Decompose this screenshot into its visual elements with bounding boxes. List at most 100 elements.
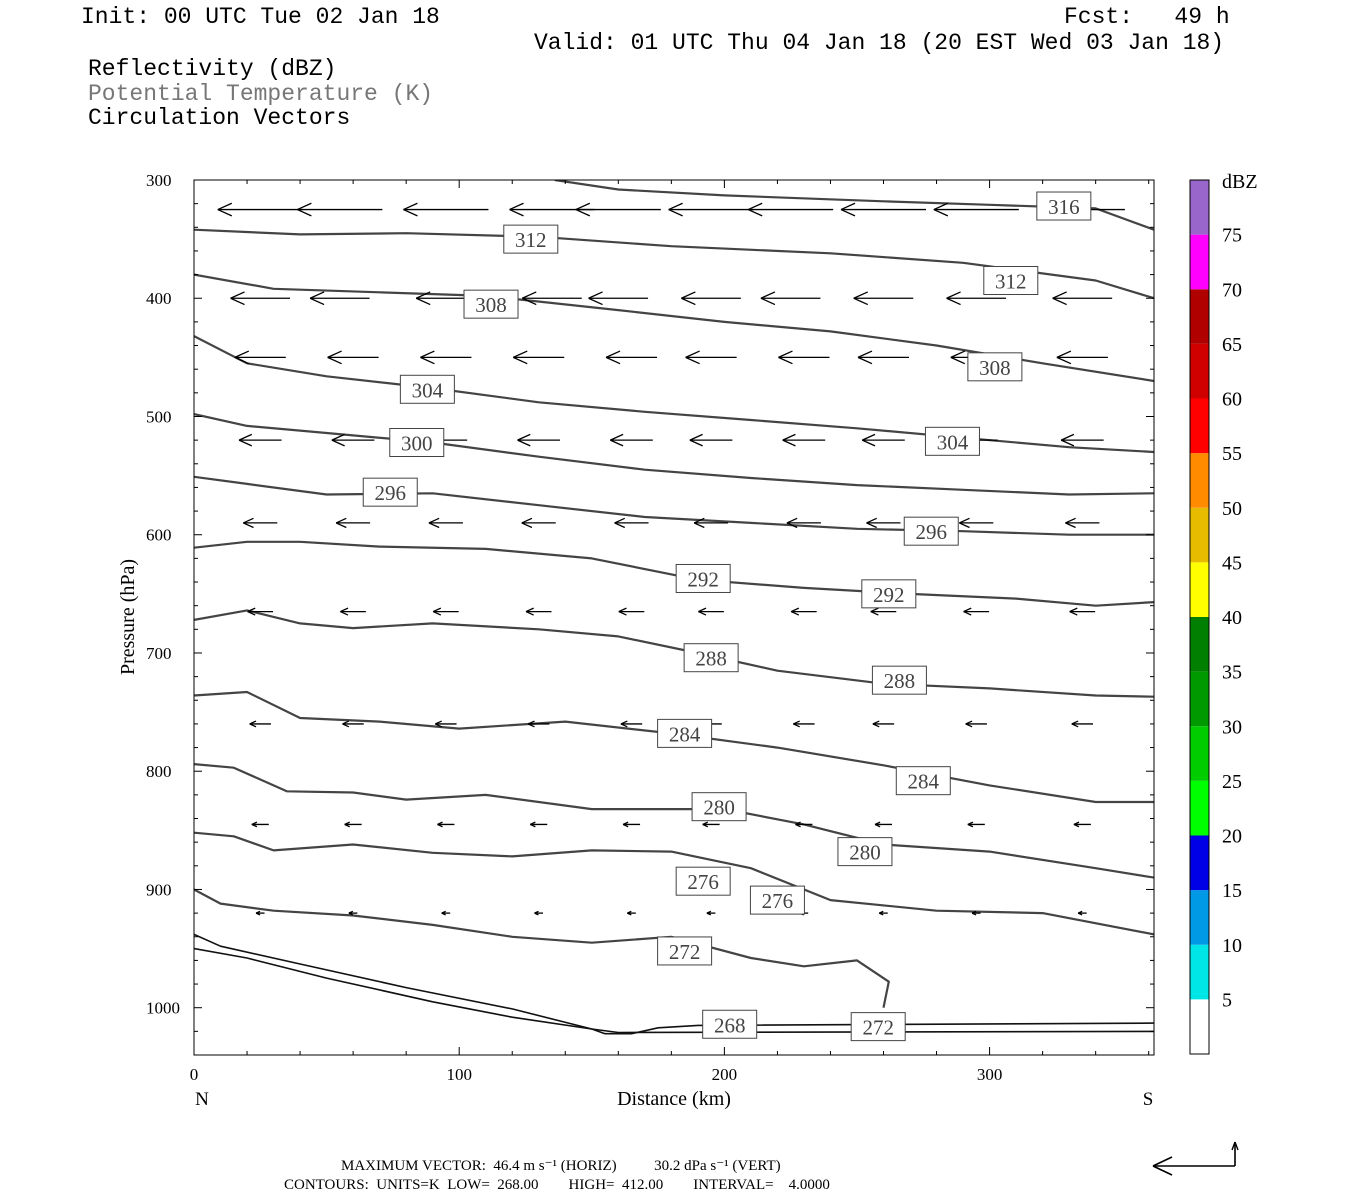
circulation-vector (1077, 910, 1087, 916)
circulation-vector (971, 910, 981, 916)
circulation-vector (786, 517, 821, 529)
circulation-vector (706, 910, 716, 916)
svg-text:288: 288 (695, 647, 727, 671)
contour-label-308: 308 (967, 352, 1023, 382)
axis-ticks: 300 400 500 600 700 800 900 1000 0 100 200 300 (146, 171, 1154, 1084)
theta-contour-284 (194, 690, 1154, 804)
y-tick-label: 600 (146, 526, 172, 545)
circulation-vector (627, 910, 636, 916)
circulation-vector (959, 517, 994, 529)
circulation-vector (517, 433, 561, 447)
circulation-vector (529, 821, 548, 828)
theta-contour-312 (194, 228, 1154, 300)
circulation-vector (230, 291, 291, 306)
circulation-vector (441, 910, 451, 916)
contour-info: CONTOURS: UNITS=K LOW= 268.00 HIGH= 412.… (284, 1177, 830, 1193)
circulation-vector (251, 821, 269, 828)
colorbar-label: 65 (1222, 334, 1242, 356)
circulation-vector (588, 291, 649, 306)
theta-contour-276 (194, 831, 1154, 936)
colorbar-label: 55 (1222, 443, 1242, 465)
contour-label-272: 272 (657, 936, 713, 966)
circulation-vector (668, 202, 754, 217)
svg-text:276: 276 (762, 889, 794, 913)
y-tick-label: 700 (146, 644, 172, 663)
contour-label-292: 292 (861, 579, 917, 609)
circulation-vector (963, 607, 990, 616)
theta-contour-288 (194, 609, 1154, 698)
init-time: Init: 00 UTC Tue 02 Jan 18 (81, 4, 440, 30)
colorbar-segment (1190, 780, 1209, 836)
svg-text:268: 268 (714, 1013, 746, 1037)
svg-text:272: 272 (862, 1016, 894, 1040)
contour-label-288: 288 (683, 643, 739, 673)
colorbar-segment (1190, 234, 1209, 290)
circulation-vector (965, 720, 987, 728)
svg-text:276: 276 (687, 870, 719, 894)
circulation-vector (525, 607, 552, 616)
circulation-vector (967, 821, 985, 828)
circulation-vector (1073, 821, 1091, 828)
y-tick-label: 1000 (146, 999, 180, 1018)
colorbar-segment (1190, 726, 1209, 781)
dbz-colorbar: 5 10 15 20 25 30 35 40 45 50 55 60 65 70 75 (1189, 179, 1242, 1055)
circulation-vector (255, 910, 265, 916)
y-axis-title: Pressure (hPa) (117, 559, 139, 675)
y-tick-label: 500 (146, 407, 172, 426)
contour-label-296: 296 (903, 516, 959, 546)
circulation-vector (861, 433, 905, 447)
contour-label-308: 308 (463, 289, 519, 319)
svg-text:280: 280 (703, 796, 735, 820)
circulation-vector (782, 433, 826, 447)
colorbar-unit: dBZ (1222, 171, 1258, 193)
circulation-vector (1052, 291, 1113, 306)
circulation-vector (874, 821, 893, 828)
reference-vector-icon (1152, 1141, 1239, 1176)
circulation-vector (1056, 350, 1108, 365)
theta-contour-300 (194, 413, 1154, 496)
svg-text:316: 316 (1048, 195, 1080, 219)
colorbar-label: 25 (1222, 771, 1242, 793)
circulation-vector (348, 910, 358, 916)
colorbar-segment (1190, 507, 1209, 563)
contour-label-276: 276 (675, 866, 731, 896)
theta-contour-296 (194, 475, 1154, 536)
circulation-vector (793, 720, 815, 728)
contour-label-292: 292 (675, 563, 731, 593)
colorbar-segment (1190, 944, 1209, 1000)
circulation-vector (946, 291, 1007, 306)
circulation-vector (521, 517, 556, 529)
colorbar-label: 50 (1222, 498, 1242, 520)
contour-label-316: 316 (1036, 191, 1092, 221)
circulation-vector (335, 517, 371, 529)
circulation-vector (217, 202, 303, 217)
theta-contour-316 (554, 180, 1154, 231)
colorbar-label: 45 (1222, 552, 1242, 574)
circulation-vector (933, 202, 1019, 217)
svg-text:300: 300 (401, 432, 433, 456)
circulation-vector (790, 607, 817, 616)
colorbar-label: 40 (1222, 607, 1242, 629)
circulation-vector (702, 821, 720, 828)
legend-circulation-vectors: Circulation Vectors (88, 105, 351, 131)
circulation-vector (685, 350, 737, 365)
circulation-vector (420, 350, 472, 365)
contour-label-296: 296 (362, 477, 418, 507)
maximum-vector-note: MAXIMUM VECTOR: 46.4 m s⁻¹ (HORIZ) 30.2 … (341, 1158, 781, 1174)
svg-text:312: 312 (995, 270, 1027, 294)
theta-contour-272 (194, 888, 890, 1008)
y-tick-label: 300 (146, 171, 172, 190)
circulation-vector (857, 350, 910, 365)
contour-label-284: 284 (657, 718, 713, 748)
circulation-vector (249, 720, 271, 728)
circulation-vector (238, 433, 282, 447)
x-tick-label: 200 (712, 1065, 738, 1084)
y-tick-label: 900 (146, 880, 172, 899)
colorbar-label: 30 (1222, 716, 1242, 738)
colorbar-segment (1190, 180, 1209, 235)
svg-text:308: 308 (979, 356, 1011, 380)
circulation-vector (614, 517, 649, 529)
circulation-vector (870, 607, 897, 616)
contour-labels: 316 312 312 308 308 304 304 300 296 296 292 292 288 2… (362, 191, 1092, 1042)
circulation-vector (297, 202, 383, 217)
